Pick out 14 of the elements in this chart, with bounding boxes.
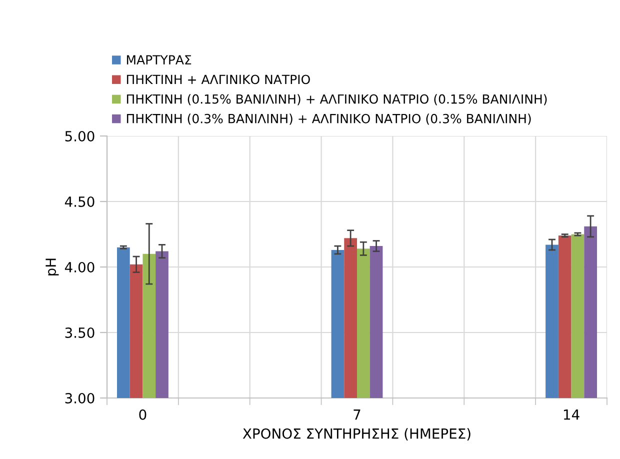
y-tick-label: 4.00 <box>64 262 94 272</box>
y-tick-label: 3.00 <box>65 392 94 404</box>
y-tick-label: 3.50 <box>65 327 94 338</box>
x-tick-label: 7 <box>354 410 360 420</box>
y-tick-label: 4.50 <box>64 196 94 207</box>
y-tick-label: 5.00 <box>65 130 94 142</box>
x-tick-label: 0 <box>139 409 146 420</box>
legend-label: ΠΗΚΤΙΝΗ + ΑΛΓΙΝΙΚΟ ΝΑΤΡΙΟ <box>126 74 310 84</box>
y-axis-title: pH <box>46 258 59 276</box>
x-axis-title: ΧΡΟΝΟΣ ΣΥΝΤΗΡΗΣΗΣ (ΗΜΕΡΕΣ) <box>242 428 470 440</box>
legend-label: ΠΗΚΤΙΝΗ (0.3% ΒΑΝΙΛΙΝΗ) + ΑΛΓΙΝΙΚΟ ΝΑΤΡΙΟ (0.3% ΒΑΝΙΛΙΝΗ) <box>126 114 531 125</box>
x-tick-label: 14 <box>564 410 580 420</box>
legend-label: ΜΑΡΤΥΡΑΣ <box>126 55 192 64</box>
legend-label: ΠΗΚΤΙΝΗ (0.15% ΒΑΝΙΛΙΝΗ) + ΑΛΓΙΝΙΚΟ ΝΑΤΡΙΟ (0.15% ΒΑΝΙΛΙΝΗ) <box>126 94 547 106</box>
